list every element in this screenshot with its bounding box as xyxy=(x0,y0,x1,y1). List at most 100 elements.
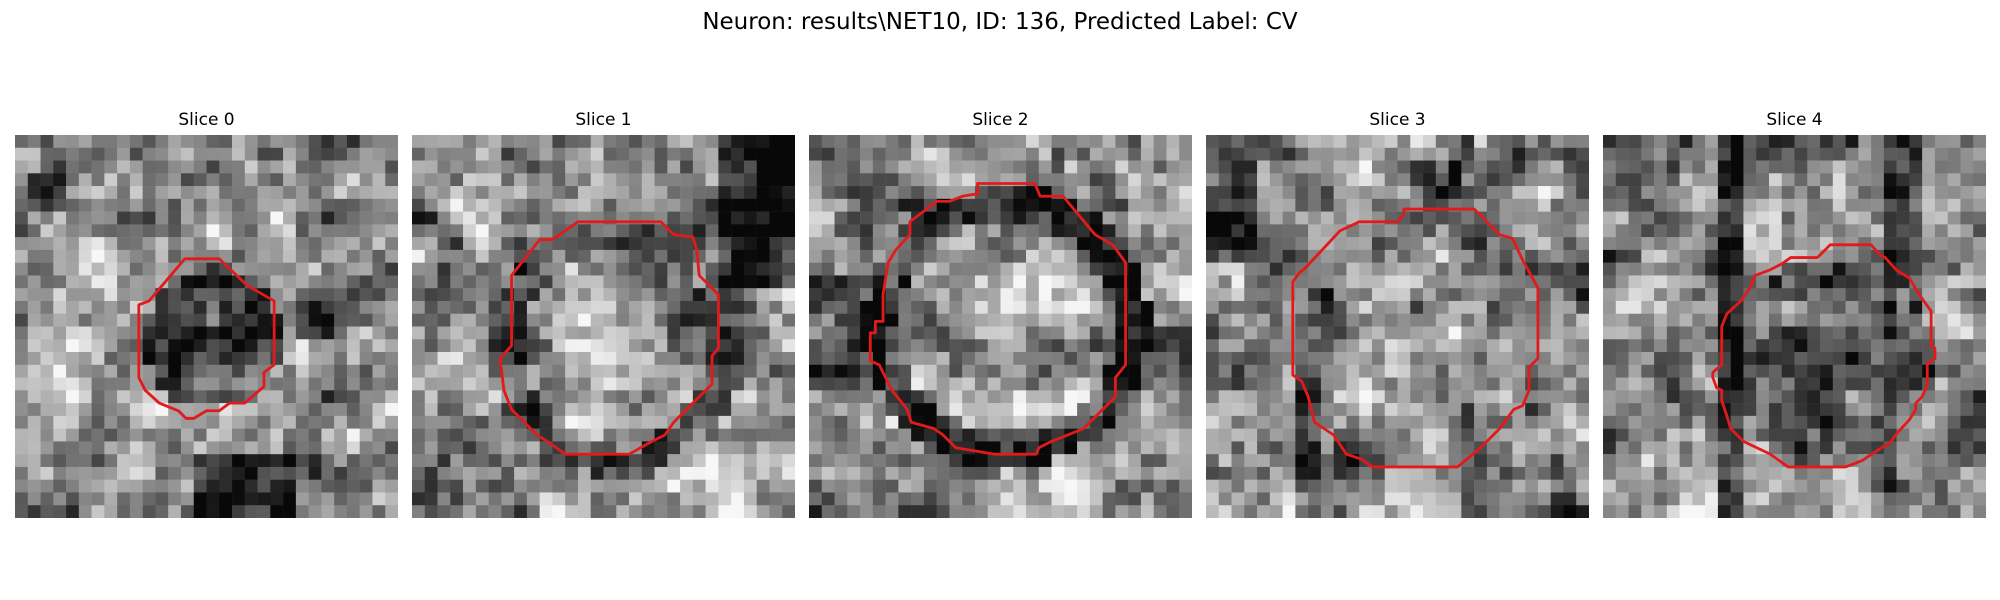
pixel xyxy=(91,364,105,378)
pixel xyxy=(514,339,528,353)
pixel xyxy=(603,339,617,353)
pixel xyxy=(155,466,169,480)
pixel xyxy=(809,186,823,200)
pixel xyxy=(385,466,398,480)
pixel xyxy=(1140,326,1154,340)
pixel xyxy=(667,300,681,314)
pixel xyxy=(270,339,284,353)
pixel xyxy=(885,403,899,417)
pixel xyxy=(860,147,874,161)
pixel xyxy=(1423,377,1437,391)
pixel xyxy=(1320,441,1334,455)
pixel xyxy=(1346,492,1360,506)
pixel xyxy=(424,326,438,340)
pixel xyxy=(1153,403,1167,417)
pixel xyxy=(1807,135,1821,149)
pixel xyxy=(1563,326,1577,340)
pixel xyxy=(782,492,795,506)
slice-panel-2: Slice 2 xyxy=(809,108,1192,528)
pixel xyxy=(1807,288,1821,302)
pixel xyxy=(295,160,309,174)
pixel xyxy=(450,237,464,251)
pixel xyxy=(1153,275,1167,289)
pixel xyxy=(514,377,528,391)
pixel xyxy=(104,147,118,161)
pixel xyxy=(1320,492,1334,506)
pixel xyxy=(1461,313,1475,327)
pixel xyxy=(743,186,757,200)
pixel xyxy=(385,249,398,263)
pixel xyxy=(718,160,732,174)
pixel xyxy=(1922,249,1936,263)
pixel xyxy=(1000,300,1014,314)
pixel xyxy=(180,300,194,314)
pixel xyxy=(1794,441,1808,455)
pixel xyxy=(782,454,795,468)
pixel xyxy=(1641,300,1655,314)
pixel xyxy=(206,454,220,468)
pixel xyxy=(15,249,29,263)
pixel xyxy=(1384,147,1398,161)
pixel xyxy=(78,135,92,149)
pixel xyxy=(1026,160,1040,174)
pixel xyxy=(667,466,681,480)
pixel xyxy=(1820,313,1834,327)
pixel xyxy=(1947,300,1961,314)
pixel xyxy=(91,237,105,251)
pixel xyxy=(1140,352,1154,366)
pixel xyxy=(603,403,617,417)
pixel xyxy=(206,135,220,149)
pixel xyxy=(641,428,655,442)
pixel xyxy=(974,313,988,327)
pixel xyxy=(1282,198,1296,212)
pixel xyxy=(206,224,220,238)
slice-image-4 xyxy=(1603,135,1986,518)
pixel xyxy=(1858,479,1872,493)
pixel xyxy=(53,211,67,225)
pixel xyxy=(1179,403,1192,417)
pixel xyxy=(552,352,566,366)
pixel xyxy=(295,237,309,251)
pixel xyxy=(1115,466,1129,480)
pixel xyxy=(1359,339,1373,353)
pixel xyxy=(385,352,398,366)
pixel xyxy=(257,237,271,251)
pixel xyxy=(1320,505,1334,518)
pixel xyxy=(129,237,143,251)
pixel xyxy=(1973,224,1986,238)
pixel xyxy=(1153,454,1167,468)
pixel xyxy=(488,211,502,225)
pixel xyxy=(1832,377,1846,391)
pixel xyxy=(1768,326,1782,340)
pixel xyxy=(565,403,579,417)
pixel xyxy=(962,364,976,378)
pixel xyxy=(731,135,745,149)
pixel xyxy=(1576,186,1589,200)
pixel xyxy=(667,147,681,161)
pixel xyxy=(1730,300,1744,314)
pixel xyxy=(295,441,309,455)
pixel xyxy=(385,505,398,518)
pixel xyxy=(104,505,118,518)
pixel xyxy=(1550,198,1564,212)
pixel xyxy=(1371,262,1385,276)
pixel xyxy=(1512,466,1526,480)
pixel xyxy=(1423,275,1437,289)
pixel xyxy=(424,390,438,404)
pixel xyxy=(590,249,604,263)
pixel xyxy=(1563,505,1577,518)
pixel xyxy=(142,198,156,212)
pixel xyxy=(809,339,823,353)
pixel xyxy=(898,160,912,174)
pixel xyxy=(1512,186,1526,200)
pixel xyxy=(1000,326,1014,340)
pixel xyxy=(809,505,823,518)
pixel xyxy=(885,160,899,174)
pixel xyxy=(705,173,719,187)
pixel xyxy=(860,262,874,276)
pixel xyxy=(1423,173,1437,187)
pixel xyxy=(809,415,823,429)
pixel xyxy=(1410,326,1424,340)
pixel xyxy=(692,339,706,353)
pixel xyxy=(346,390,360,404)
